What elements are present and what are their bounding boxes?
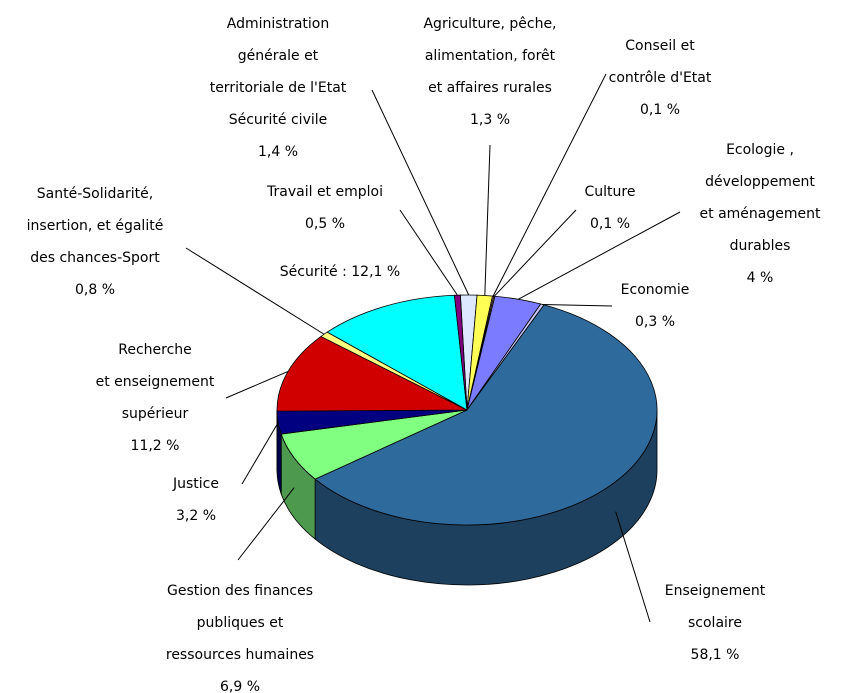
slice-name: Economie [620, 282, 690, 298]
slice-name: Agriculture, pêche, alimentation, forêt … [423, 16, 557, 96]
slice-name: Travail et emploi [267, 184, 383, 200]
pie-slice [326, 294, 468, 411]
slice-label: Recherche et enseignement supérieur 11,2 … [35, 334, 275, 462]
slice-label: Travail et emploi 0,5 % [205, 176, 445, 240]
slice-value: 0,8 % [74, 282, 116, 298]
slice-value: 0,3 % [634, 314, 676, 330]
leader-line [484, 144, 491, 296]
leader-line [615, 511, 651, 623]
slice-label: Justice 3,2 % [76, 468, 316, 532]
slice-value: 0,5 % [304, 216, 346, 232]
slice-name: Enseignement scolaire [664, 583, 766, 631]
slice-value: 0,1 % [589, 216, 631, 232]
slice-value: 58,1 % [690, 647, 740, 663]
leader-line [399, 209, 458, 296]
leader-line [237, 487, 295, 561]
slice-name: Conseil et contrôle d'Etat [608, 38, 712, 86]
slice-label: Enseignement scolaire 58,1 % [595, 575, 835, 671]
slice-name: Santé-Solidarité, insertion, et égalité … [26, 186, 164, 266]
slice-name: Administration générale et territoriale … [209, 16, 347, 128]
slice-label: Gestion des finances publiques et ressou… [120, 575, 360, 693]
leader-line [371, 89, 470, 296]
slice-name: Sécurité : [279, 264, 347, 280]
slice-label: Conseil et contrôle d'Etat 0,1 % [540, 30, 780, 126]
leader-line [492, 73, 607, 297]
slice-label: Economie 0,3 % [535, 274, 775, 338]
slice-label: Administration générale et territoriale … [158, 8, 398, 168]
slice-label: Santé-Solidarité, insertion, et égalité … [0, 178, 215, 306]
slice-label: Sécurité : 12,1 % [220, 256, 460, 288]
leader-line [517, 211, 681, 300]
leader-line [225, 370, 289, 399]
slice-value: 12,1 % [351, 264, 401, 280]
slice-value: 1,3 % [469, 112, 511, 128]
slice-value: 6,9 % [219, 679, 261, 693]
slice-name: Culture [584, 184, 636, 200]
slice-value: 11,2 % [130, 438, 180, 454]
leader-line [542, 303, 613, 307]
slice-label: Culture 0,1 % [490, 176, 730, 240]
pie-slice [453, 294, 468, 411]
leader-line [185, 247, 325, 335]
slice-name: Ecologie , développement et aménagement … [699, 142, 821, 254]
slice-value: 0,1 % [639, 102, 681, 118]
slice-label: Agriculture, pêche, alimentation, forêt … [370, 8, 610, 136]
leader-line [241, 422, 279, 485]
slice-value: 1,4 % [257, 144, 299, 160]
slice-value: 3,2 % [175, 508, 217, 524]
slice-value: 4 % [746, 270, 774, 286]
slice-label: Ecologie , développement et aménagement … [640, 134, 851, 294]
pie-slice [314, 304, 658, 526]
slice-name: Justice [173, 476, 219, 492]
slice-name: Recherche et enseignement supérieur [95, 342, 215, 422]
leader-line [493, 209, 577, 297]
slice-name: Gestion des finances publiques et ressou… [165, 583, 315, 663]
